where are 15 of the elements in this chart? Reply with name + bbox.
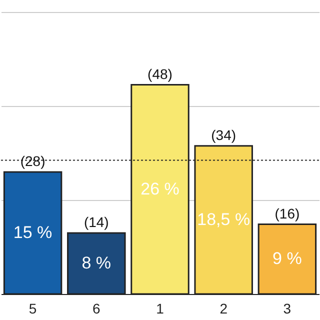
annotation: 26 % — [140, 179, 180, 198]
data-label: (34) — [211, 126, 236, 143]
annotation: 9 % — [272, 249, 302, 268]
data-label: (16) — [274, 205, 300, 222]
x-tick-label: 5 — [28, 300, 37, 316]
annotation: 18,5 % — [197, 210, 250, 229]
x-tick-label: 3 — [283, 300, 292, 316]
data-label: (14) — [84, 214, 109, 230]
data-label: (28) — [20, 152, 46, 169]
x-tick-label: 1 — [156, 300, 164, 316]
annotation: 8 % — [82, 253, 112, 272]
annotation: 15 % — [13, 222, 52, 242]
data-label: (48) — [148, 66, 172, 82]
x-tick-label: 6 — [92, 300, 100, 316]
x-tick-label: 2 — [220, 300, 228, 316]
